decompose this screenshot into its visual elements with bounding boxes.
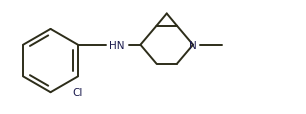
Text: N: N [189,40,197,50]
Text: Cl: Cl [73,87,83,97]
Text: HN: HN [109,40,125,50]
